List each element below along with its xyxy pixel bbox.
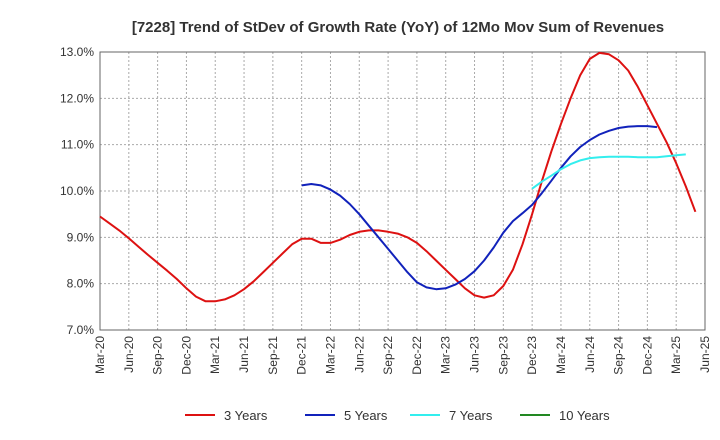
- y-tick-label: 7.0%: [67, 323, 95, 337]
- plot-area: [100, 52, 705, 330]
- x-tick-label: Jun-22: [352, 336, 366, 373]
- x-axis-ticks: Mar-20 Jun-20 Sep-20 Dec-20 Mar-21 Jun-21 Sep-…: [93, 336, 712, 375]
- legend-label: 10 Years: [559, 408, 610, 423]
- chart-title: [7228] Trend of StDev of Growth Rate (Yo…: [132, 19, 664, 36]
- x-tick-label: Mar-25: [669, 336, 683, 374]
- x-tick-label: Mar-20: [93, 336, 107, 374]
- x-tick-label: Jun-23: [468, 336, 482, 373]
- x-tick-label: Mar-24: [554, 336, 568, 374]
- legend-label: 3 Years: [224, 408, 268, 423]
- series-line-7-years: [531, 153, 686, 190]
- series-line-5-years: [301, 125, 658, 291]
- x-tick-label: Sep-24: [612, 336, 626, 375]
- legend: 3 Years 5 Years 7 Years 10 Years: [185, 408, 610, 423]
- legend-label: 7 Years: [449, 408, 493, 423]
- x-tick-label: Jun-24: [583, 336, 597, 373]
- y-tick-label: 12.0%: [60, 91, 94, 105]
- y-tick-label: 13.0%: [60, 45, 94, 59]
- x-tick-label: Mar-22: [323, 336, 337, 374]
- x-tick-label: Mar-21: [208, 336, 222, 374]
- x-tick-label: Sep-20: [151, 336, 165, 375]
- x-tick-label: Sep-22: [381, 336, 395, 375]
- legend-label: 5 Years: [344, 408, 388, 423]
- x-tick-label: Dec-21: [295, 336, 309, 375]
- x-tick-label: Dec-22: [410, 336, 424, 375]
- y-tick-label: 8.0%: [67, 277, 95, 291]
- y-tick-label: 11.0%: [61, 138, 94, 152]
- x-tick-label: Jun-20: [122, 336, 136, 373]
- series-lines: [99, 51, 697, 303]
- series-line-3-years: [99, 51, 697, 303]
- x-tick-label: Dec-23: [525, 336, 539, 375]
- x-tick-label: Jun-25: [698, 336, 712, 373]
- x-tick-label: Sep-21: [266, 336, 280, 375]
- y-tick-label: 9.0%: [67, 230, 95, 244]
- y-tick-label: 10.0%: [60, 184, 94, 198]
- x-tick-label: Mar-23: [439, 336, 453, 374]
- x-tick-label: Sep-23: [496, 336, 510, 375]
- y-axis-ticks: 7.0% 8.0% 9.0% 10.0% 11.0% 12.0% 13.0%: [60, 45, 94, 337]
- x-tick-label: Dec-20: [179, 336, 193, 375]
- plot-frame: [99, 51, 706, 331]
- x-tick-label: Jun-21: [237, 336, 251, 373]
- x-tick-label: Dec-24: [640, 336, 654, 375]
